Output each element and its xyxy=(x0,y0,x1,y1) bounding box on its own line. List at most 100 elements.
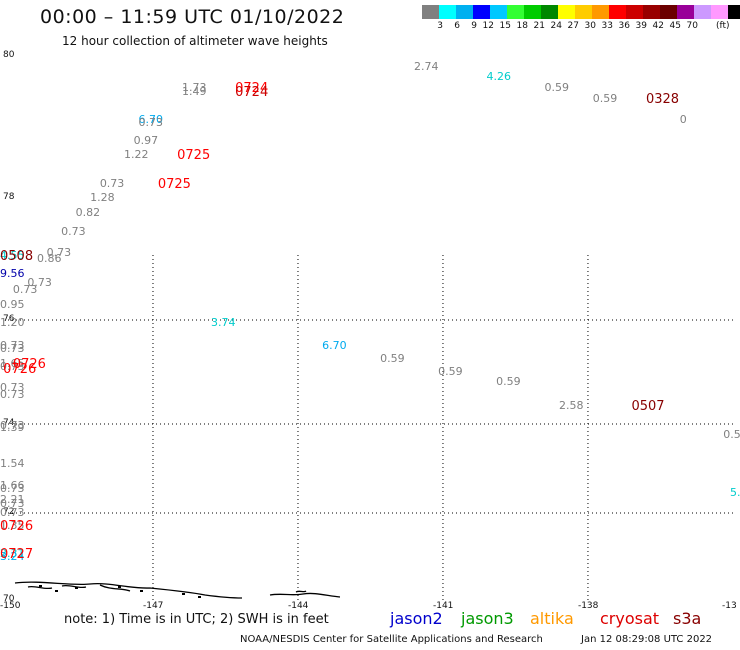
colorbar-tick-label: 15 xyxy=(499,21,511,31)
wave-height-label: 0.59 xyxy=(380,352,405,365)
wave-height-label: 9.56 xyxy=(0,267,25,281)
colorbar-swatch xyxy=(439,5,456,19)
wave-height-label: 0.59 xyxy=(438,365,463,378)
wave-height-label: 4.55 xyxy=(0,248,25,262)
colorbar-swatch xyxy=(677,5,694,19)
colorbar-swatch xyxy=(473,5,490,19)
wave-height-label: 2.31 xyxy=(0,547,25,561)
colorbar-tick-label: 12 xyxy=(482,21,494,31)
colorbar-swatch xyxy=(490,5,507,19)
coastline-island xyxy=(75,587,78,589)
latitude-tick-label: 80 xyxy=(3,50,15,60)
pass-time-label: 0508 xyxy=(0,248,34,264)
pass-time-label: 0726 xyxy=(3,362,37,378)
colorbar-swatch xyxy=(422,5,439,19)
latitude-tick-label: 78 xyxy=(3,192,15,202)
colorbar-swatch xyxy=(541,5,558,19)
colorbar-tick-label: 9 xyxy=(471,21,477,31)
longitude-tick-label: -147 xyxy=(142,601,164,611)
latitude-tick-label: 76 xyxy=(3,314,15,324)
pass-time-label: 0726 xyxy=(0,519,34,535)
wave-height-label: 1.35 xyxy=(0,519,25,533)
colorbar-tick-label: 6 xyxy=(454,21,460,31)
colorbar-tick-label: 39 xyxy=(635,21,647,31)
wave-height-label: 0.82 xyxy=(75,206,101,220)
latitude-tick-label: 74 xyxy=(3,418,15,428)
wave-height-label: 6.70 xyxy=(322,339,347,352)
legend-jason3: jason3 xyxy=(461,609,514,628)
wave-height-label: 0.73 xyxy=(0,481,25,495)
wave-height-label: 0.59 xyxy=(544,80,569,94)
colorbar-labels: 3 6 9 12 15 18 21 24 27 30 33 36 39 42 45 70 xyxy=(422,21,740,33)
colorbar-swatch xyxy=(728,5,740,19)
wave-height-label: 0.73 xyxy=(0,506,25,519)
wave-height-label: 0.73 xyxy=(0,388,25,402)
colorbar xyxy=(422,5,740,19)
wave-height-label: 0.73 xyxy=(0,359,25,373)
colorbar-tick-label: 21 xyxy=(533,21,545,31)
colorbar-tick-label: 33 xyxy=(601,21,613,31)
wave-height-label: 3.74 xyxy=(210,315,236,329)
colorbar-tick-label: 30 xyxy=(584,21,596,31)
wave-height-label: 0.97 xyxy=(133,134,159,148)
colorbar-tick-label: 3 xyxy=(437,21,443,31)
wave-height-label: 0.73 xyxy=(0,339,25,352)
colorbar-tick-label: 27 xyxy=(567,21,579,31)
pass-time-label: 0507 xyxy=(631,398,665,414)
wave-height-label: 0.73 xyxy=(46,245,72,259)
wave-height-label: 0.73 xyxy=(27,276,52,290)
pass-time-label: 0724 xyxy=(235,80,269,96)
wave-height-label: 1.20 xyxy=(0,315,25,329)
coastline-island xyxy=(140,590,143,592)
wave-height-label: 0.95 xyxy=(0,297,25,311)
pass-time-label: 0725 xyxy=(177,148,211,164)
colorbar-tick-label: 70 xyxy=(686,21,698,31)
wave-height-label: 0.73 xyxy=(138,116,163,130)
colorbar-swatch xyxy=(558,5,575,19)
legend-jason2: jason2 xyxy=(390,609,443,628)
legend-s3a: s3a xyxy=(673,609,702,628)
wave-height-label: 1.28 xyxy=(90,191,115,204)
colorbar-tick-label: 45 xyxy=(669,21,681,31)
wave-height-label: 3.24 xyxy=(0,549,25,563)
wave-height-label: 0.73 xyxy=(0,380,25,394)
wave-height-label: 5.01 xyxy=(730,485,740,499)
wave-height-label: 4.26 xyxy=(486,70,511,84)
colorbar-swatch xyxy=(592,5,609,19)
coastline-segment xyxy=(14,581,243,599)
wave-height-label: 2.21 xyxy=(0,492,25,506)
page-title: 00:00 – 11:59 UTC 01/10/2022 xyxy=(40,6,345,28)
longitude-tick-label: -138 xyxy=(577,601,599,611)
legend-altika: altika xyxy=(530,609,574,628)
page-subtitle: 12 hour collection of altimeter wave hei… xyxy=(62,34,328,48)
colorbar-swatch xyxy=(694,5,711,19)
coastline xyxy=(14,581,341,599)
colorbar-swatch xyxy=(660,5,677,19)
wave-height-label: 0 xyxy=(679,112,687,126)
colorbar-swatch xyxy=(507,5,524,19)
wave-height-label: 1.22 xyxy=(123,148,149,162)
coastline-segment xyxy=(269,590,341,598)
wave-height-label: 0.73 xyxy=(0,419,25,433)
legend-cryosat: cryosat xyxy=(600,609,660,628)
colorbar-tick-label: 24 xyxy=(550,21,562,31)
footer-note: note: 1) Time is in UTC; 2) SWH is in fe… xyxy=(64,612,329,627)
pass-time-label: 0725 xyxy=(157,176,191,192)
wave-height-label: 0.73 xyxy=(0,497,25,511)
colorbar-tick-label: 36 xyxy=(618,21,630,31)
colorbar-swatch xyxy=(524,5,541,19)
credit-line: NOAA/NESDIS Center for Satellite Applica… xyxy=(240,634,543,645)
wave-height-label: 0.73 xyxy=(0,341,25,355)
coastline-island xyxy=(118,586,121,588)
colorbar-unit-label: (ft) xyxy=(716,21,730,31)
wave-height-label: 0.73 xyxy=(12,282,38,296)
coastline-island xyxy=(55,590,58,592)
coastline-segment xyxy=(27,584,131,592)
wave-height-label: 1.49 xyxy=(181,84,207,98)
latitude-tick-label: 72 xyxy=(3,507,15,517)
colorbar-swatch xyxy=(643,5,660,19)
wave-height-label: 0.59 xyxy=(723,428,740,442)
coastline-island xyxy=(198,596,201,598)
wave-height-label: 1.39 xyxy=(0,421,25,435)
